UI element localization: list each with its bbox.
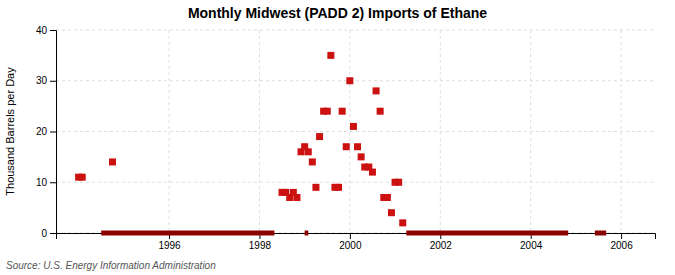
point bbox=[373, 87, 380, 94]
tick-mark bbox=[50, 30, 56, 31]
grid-line bbox=[56, 131, 655, 132]
tick-label: 2004 bbox=[520, 240, 543, 251]
grid-line bbox=[56, 182, 655, 183]
point bbox=[109, 158, 116, 165]
title: Monthly Midwest (PADD 2) Imports of Etha… bbox=[188, 5, 487, 21]
grid-line bbox=[169, 30, 170, 233]
point bbox=[354, 143, 361, 150]
scatter-series bbox=[75, 52, 406, 226]
point bbox=[395, 179, 402, 186]
point bbox=[79, 174, 86, 181]
point bbox=[309, 158, 316, 165]
x-tick: 2002 bbox=[430, 233, 453, 251]
grid-line bbox=[259, 30, 260, 233]
axis-line bbox=[50, 31, 57, 234]
point bbox=[384, 194, 391, 201]
tick-label: 30 bbox=[36, 75, 48, 86]
tick-label: 1998 bbox=[249, 240, 272, 251]
tick-label: 10 bbox=[36, 177, 48, 188]
tick-label: 40 bbox=[36, 25, 48, 36]
chart: 1996 1998 2000 2002 2004 2006 0 10 20 30 40 Monthly… bbox=[0, 0, 675, 275]
y-axis: 0 10 20 30 40 bbox=[36, 25, 57, 239]
tick-label: 2000 bbox=[339, 240, 362, 251]
point bbox=[399, 219, 406, 226]
tick-mark bbox=[621, 233, 622, 239]
point bbox=[324, 108, 331, 115]
source: Source: U.S. Energy Information Administ… bbox=[6, 260, 216, 271]
tick-mark bbox=[50, 182, 56, 183]
plot: 1996 1998 2000 2002 2004 2006 0 10 20 30 40 bbox=[36, 25, 656, 251]
point bbox=[339, 108, 346, 115]
y-tick: 20 bbox=[36, 126, 56, 137]
zero-line bbox=[101, 231, 606, 236]
point bbox=[369, 169, 376, 176]
grid-line bbox=[56, 80, 655, 81]
y-tick: 40 bbox=[36, 25, 56, 36]
x-tick: 2000 bbox=[339, 233, 362, 251]
tick-mark bbox=[50, 81, 56, 82]
grid bbox=[56, 30, 655, 233]
x-tick: 2004 bbox=[520, 233, 543, 251]
tick-label: 2002 bbox=[430, 240, 453, 251]
point bbox=[316, 133, 323, 140]
grid-line bbox=[56, 30, 655, 31]
point bbox=[305, 148, 312, 155]
y-axis-title: Thousand Barrels per Day bbox=[4, 67, 16, 196]
x-tick: 1996 bbox=[158, 233, 181, 251]
x-axis: 1996 1998 2000 2002 2004 2006 bbox=[57, 233, 656, 251]
point bbox=[346, 77, 353, 84]
y-tick: 10 bbox=[36, 177, 56, 188]
tick-label: 1996 bbox=[158, 240, 181, 251]
point bbox=[388, 209, 395, 216]
y-tick: 30 bbox=[36, 75, 56, 86]
point bbox=[358, 153, 365, 160]
x-tick: 1998 bbox=[249, 233, 272, 251]
tick-mark bbox=[50, 233, 56, 234]
x-tick: 2006 bbox=[610, 233, 633, 251]
tick-mark bbox=[350, 233, 351, 239]
marks bbox=[75, 52, 606, 233]
tick-label: 2006 bbox=[610, 240, 633, 251]
y-tick: 0 bbox=[41, 228, 56, 239]
point bbox=[312, 184, 319, 191]
point bbox=[293, 194, 300, 201]
tick-label: 0 bbox=[41, 228, 47, 239]
tick-mark bbox=[50, 132, 56, 133]
axis-line bbox=[57, 234, 656, 240]
tick-label: 20 bbox=[36, 126, 48, 137]
point bbox=[343, 143, 350, 150]
point bbox=[377, 108, 384, 115]
point bbox=[335, 184, 342, 191]
point bbox=[350, 123, 357, 130]
point bbox=[327, 52, 334, 59]
